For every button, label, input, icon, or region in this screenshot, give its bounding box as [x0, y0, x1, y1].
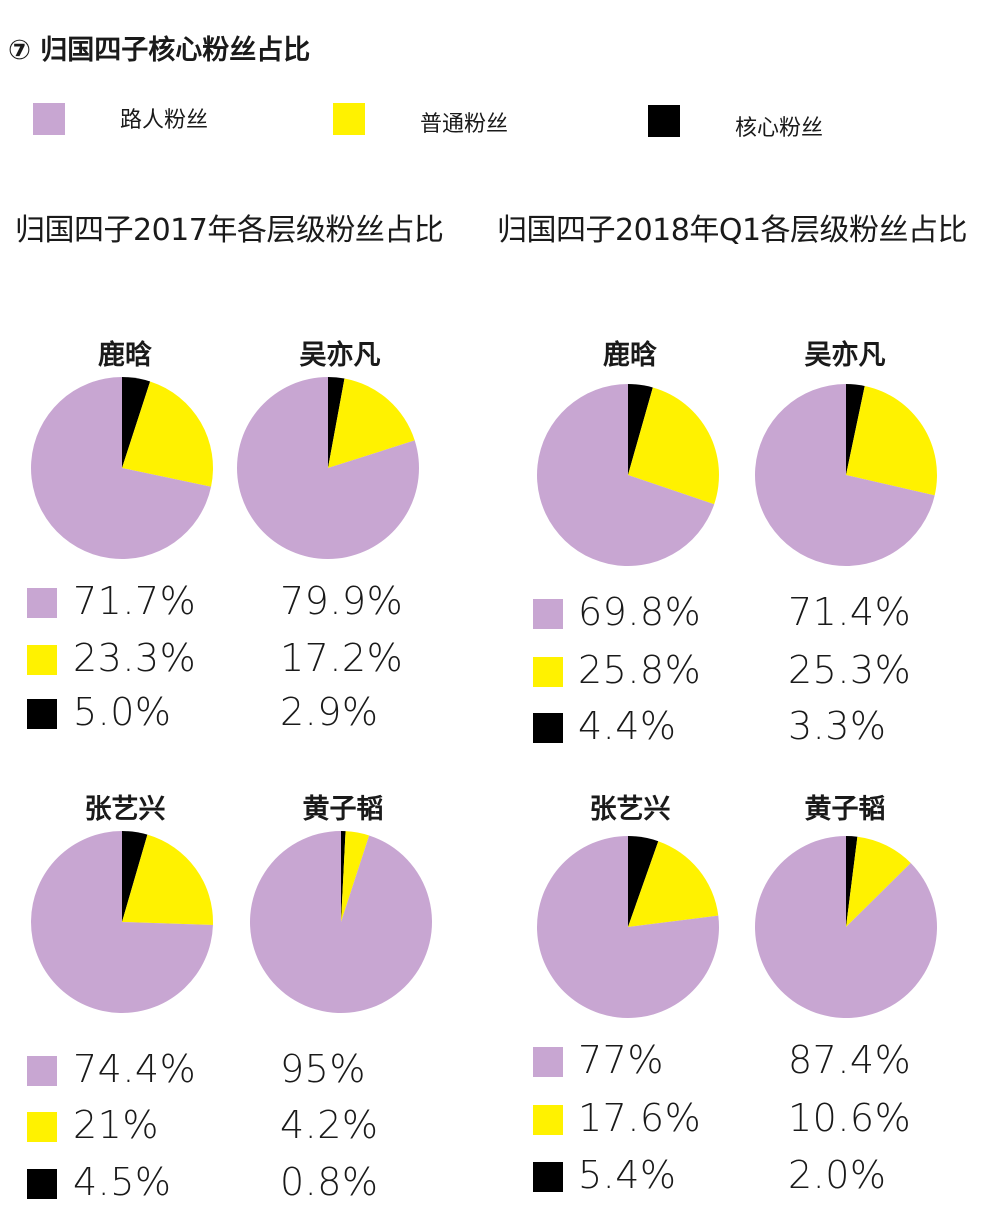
- value-swatch-core-2017-0: [27, 699, 57, 729]
- value-label-passerby-2018q1-1: 71.4%: [788, 590, 912, 634]
- pie-slice-ordinary-2018q1-0: [628, 387, 720, 505]
- pie-slice-ordinary-2017-2: [122, 834, 213, 926]
- value-label-passerby-2017-1: 79.9%: [280, 579, 404, 623]
- pie-slice-ordinary-2017-0: [122, 381, 214, 487]
- value-label-core-2018q1-2: 5.4%: [578, 1153, 677, 1197]
- value-label-ordinary-2017-0: 23.3%: [73, 636, 197, 680]
- pie-slice-ordinary-2018q1-1: [846, 385, 937, 496]
- value-label-passerby-2018q1-0: 69.8%: [578, 590, 702, 634]
- legend-swatch-passerby: [33, 103, 65, 135]
- value-swatch-passerby-2018q1-0: [533, 599, 563, 629]
- value-label-ordinary-2017-3: 4.2%: [280, 1103, 379, 1147]
- value-label-passerby-2018q1-3: 87.4%: [788, 1038, 912, 1082]
- value-swatch-ordinary-2018q1-0: [533, 657, 563, 687]
- value-label-ordinary-2018q1-1: 25.3%: [788, 648, 912, 692]
- pie-slice-ordinary-2018q1-2: [628, 841, 719, 927]
- value-swatch-core-2018q1-2: [533, 1162, 563, 1192]
- person-name-2018q1-1: 吴亦凡: [804, 340, 886, 371]
- person-name-2018q1-3: 黄子韬: [804, 794, 886, 825]
- value-label-ordinary-2017-2: 21%: [73, 1103, 159, 1147]
- pie-slice-ordinary-2017-1: [328, 378, 415, 468]
- legend-label-core: 核心粉丝: [735, 116, 824, 141]
- person-name-2018q1-2: 张艺兴: [589, 794, 671, 825]
- pie-slice-ordinary-2017-3: [341, 831, 370, 922]
- pie-slice-core-2017-1: [328, 377, 345, 468]
- chart-title-2017: 归国四子2017年各层级粉丝占比: [15, 213, 444, 248]
- pie-slice-core-2018q1-1: [846, 384, 865, 475]
- value-label-passerby-2017-0: 71.7%: [73, 579, 197, 623]
- value-swatch-ordinary-2017-0: [27, 645, 57, 675]
- value-swatch-ordinary-2017-2: [27, 1112, 57, 1142]
- value-label-core-2017-1: 2.9%: [280, 690, 379, 734]
- pie-slice-passerby-2018q1-0: [537, 384, 715, 566]
- value-label-passerby-2017-2: 74.4%: [73, 1047, 197, 1091]
- value-swatch-passerby-2017-0: [27, 588, 57, 618]
- pie-slice-passerby-2017-2: [31, 831, 213, 1013]
- value-swatch-ordinary-2018q1-2: [533, 1105, 563, 1135]
- pie-slice-core-2017-2: [122, 831, 148, 922]
- pie-slice-passerby-2018q1-3: [755, 836, 938, 1018]
- value-label-ordinary-2018q1-0: 25.8%: [578, 648, 702, 692]
- pie-slice-core-2018q1-2: [628, 836, 659, 927]
- chart-title-2018q1: 归国四子2018年Q1各层级粉丝占比: [497, 213, 968, 248]
- value-label-ordinary-2018q1-3: 10.6%: [788, 1096, 912, 1140]
- value-swatch-core-2017-2: [27, 1169, 57, 1199]
- person-name-2018q1-0: 鹿晗: [603, 340, 657, 371]
- pie-slice-passerby-2017-1: [237, 377, 419, 559]
- value-label-ordinary-2017-1: 17.2%: [280, 636, 404, 680]
- value-label-core-2018q1-1: 3.3%: [788, 704, 887, 748]
- infographic-title: ⑦ 归国四子核心粉丝占比: [8, 35, 311, 66]
- value-label-core-2017-3: 0.8%: [280, 1160, 379, 1204]
- person-name-2017-2: 张艺兴: [84, 794, 166, 825]
- person-name-2017-0: 鹿晗: [98, 340, 152, 371]
- legend-label-passerby: 路人粉丝: [120, 108, 209, 133]
- value-label-ordinary-2018q1-2: 17.6%: [578, 1096, 702, 1140]
- value-swatch-passerby-2018q1-2: [533, 1047, 563, 1077]
- pie-slice-passerby-2018q1-1: [755, 384, 935, 566]
- legend-swatch-ordinary: [333, 103, 365, 135]
- value-swatch-passerby-2017-2: [27, 1056, 57, 1086]
- pie-slice-core-2018q1-3: [846, 836, 858, 927]
- pie-slice-passerby-2018q1-2: [537, 836, 719, 1019]
- person-name-2017-3: 黄子韬: [302, 794, 384, 825]
- pie-slice-passerby-2017-0: [31, 377, 212, 559]
- person-name-2017-1: 吴亦凡: [299, 340, 381, 371]
- value-label-core-2017-0: 5.0%: [73, 690, 172, 734]
- value-label-core-2017-2: 4.5%: [73, 1160, 172, 1204]
- pie-slice-core-2017-3: [341, 831, 346, 922]
- pie-slice-passerby-2017-3: [249, 831, 432, 1013]
- value-swatch-core-2018q1-0: [533, 713, 563, 743]
- legend-swatch-core: [648, 105, 680, 137]
- pie-slice-ordinary-2018q1-3: [846, 836, 911, 927]
- value-label-passerby-2018q1-2: 77%: [578, 1038, 664, 1082]
- legend-label-ordinary: 普通粉丝: [420, 112, 509, 137]
- pie-slice-core-2017-0: [122, 377, 151, 468]
- value-label-core-2018q1-0: 4.4%: [578, 704, 677, 748]
- value-label-core-2018q1-3: 2.0%: [788, 1153, 887, 1197]
- pie-slice-core-2018q1-0: [628, 384, 653, 475]
- value-label-passerby-2017-3: 95%: [280, 1047, 366, 1091]
